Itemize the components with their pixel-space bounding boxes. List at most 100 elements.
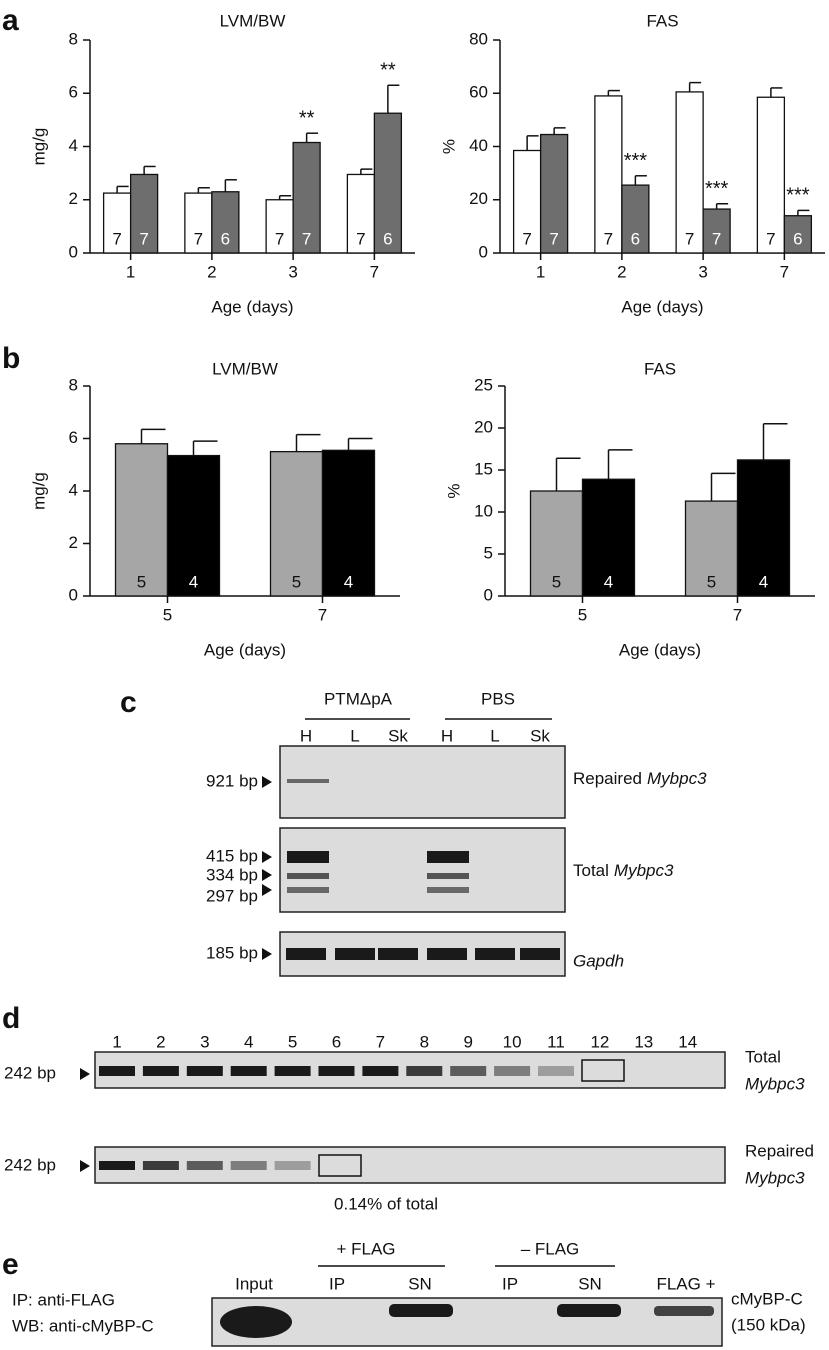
bar <box>529 490 584 597</box>
chart-title: FAS <box>644 359 676 378</box>
lane-label: 12 <box>590 1032 609 1051</box>
lane-labels: Input IP SN IP SN FLAG + <box>235 1274 715 1293</box>
note: 0.14% of total <box>334 1194 438 1213</box>
gel-label: Repaired <box>745 1141 814 1160</box>
significance: ** <box>299 107 315 129</box>
n-label: 5 <box>292 572 301 591</box>
bar <box>621 184 650 254</box>
bar <box>114 443 169 597</box>
bar <box>736 459 791 597</box>
band <box>230 1066 267 1076</box>
gel-label: Mybpc3 <box>745 1168 805 1187</box>
band <box>318 1066 355 1076</box>
panel-label: a <box>2 4 19 37</box>
markers: 921 bp 415 bp 334 bp 297 bp 185 bp <box>206 771 272 962</box>
n-label: 7 <box>194 229 203 248</box>
marker-label: 921 bp <box>206 771 258 790</box>
significance: *** <box>705 178 729 200</box>
bar <box>581 478 636 597</box>
chart-title: LVM/BW <box>220 11 286 30</box>
lane-label: 14 <box>678 1032 697 1051</box>
panel-label: c <box>120 686 137 719</box>
band <box>427 887 469 893</box>
y-axis-label: % <box>444 483 463 498</box>
n-label: 7 <box>712 229 721 248</box>
bar <box>539 133 569 254</box>
lane-label: IP <box>502 1274 518 1293</box>
band <box>378 948 418 960</box>
significance: *** <box>786 185 810 207</box>
y-tick-label: 40 <box>469 136 488 155</box>
lane-label: H <box>441 726 453 745</box>
band <box>557 1304 621 1317</box>
lane-label: IP <box>329 1274 345 1293</box>
chart-title: FAS <box>646 11 678 30</box>
x-tick-label: 7 <box>780 262 789 281</box>
y-axis-label: mg/g <box>29 128 48 166</box>
bar <box>594 95 623 254</box>
band <box>186 1161 223 1170</box>
y-tick-label: 0 <box>69 585 78 604</box>
lane-label: Sk <box>388 726 408 745</box>
marker-label: 185 bp <box>206 943 258 962</box>
band <box>186 1066 223 1076</box>
x-tick-label: 7 <box>733 605 742 624</box>
n-label: 7 <box>356 229 365 248</box>
band <box>538 1066 574 1076</box>
band <box>654 1306 714 1316</box>
bar <box>684 500 739 597</box>
x-tick-label: 1 <box>126 262 135 281</box>
lane-label: Sk <box>530 726 550 745</box>
gel-label: Gapdh <box>573 951 624 970</box>
x-tick-label: 7 <box>370 262 379 281</box>
gel-label: Total Mybpc3 <box>573 861 674 880</box>
lane-label: SN <box>408 1274 432 1293</box>
band <box>427 948 467 960</box>
band <box>389 1304 453 1317</box>
lane-labels: 1 2 3 4 5 6 7 8 9 10 11 12 13 14 <box>112 1032 697 1051</box>
left-label: IP: anti-FLAG <box>12 1290 115 1309</box>
n-label: 5 <box>137 572 146 591</box>
group-label: PTMΔpA <box>324 689 393 708</box>
chart-title: LVM/BW <box>212 359 278 378</box>
gel <box>279 827 566 913</box>
panel-label: d <box>2 1002 20 1035</box>
bands <box>99 1066 574 1170</box>
gel-label: Repaired Mybpc3 <box>573 769 707 788</box>
y-tick-label: 20 <box>469 189 488 208</box>
n-label: 5 <box>552 572 561 591</box>
lane-label: 7 <box>376 1032 385 1051</box>
band <box>286 948 326 960</box>
group-label: PBS <box>481 689 515 708</box>
x-tick-label: 3 <box>288 262 297 281</box>
band <box>427 851 469 863</box>
band <box>520 948 560 960</box>
x-tick-label: 2 <box>617 262 626 281</box>
y-tick-label: 6 <box>69 83 78 102</box>
band <box>475 948 515 960</box>
significance: *** <box>624 150 648 172</box>
band <box>220 1306 292 1338</box>
bar <box>292 141 321 254</box>
band <box>362 1066 399 1076</box>
band <box>494 1066 531 1076</box>
y-tick-label: 6 <box>69 428 78 447</box>
marker-label: 415 bp <box>206 846 258 865</box>
band <box>450 1066 487 1076</box>
lane-label: Input <box>235 1274 273 1293</box>
band <box>287 887 329 893</box>
x-tick-label: 5 <box>163 605 172 624</box>
lane-label: SN <box>578 1274 602 1293</box>
significance: ** <box>380 60 396 82</box>
y-tick-label: 25 <box>474 375 493 394</box>
lane-label: 13 <box>634 1032 653 1051</box>
y-tick-label: 4 <box>69 480 78 499</box>
bar <box>184 192 213 254</box>
n-label: 7 <box>522 229 531 248</box>
band <box>427 873 469 879</box>
band <box>406 1066 443 1076</box>
y-tick-label: 0 <box>484 585 493 604</box>
band <box>274 1161 311 1170</box>
lane-label: 5 <box>288 1032 297 1051</box>
